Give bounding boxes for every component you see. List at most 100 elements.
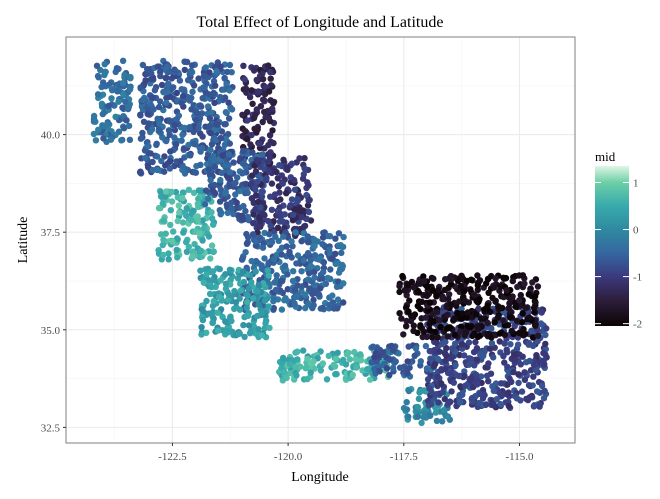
data-point (265, 158, 272, 166)
data-point (250, 295, 257, 302)
data-point (210, 89, 217, 97)
data-point (414, 302, 421, 310)
data-point (405, 308, 412, 315)
data-point (444, 333, 452, 340)
data-point (504, 363, 511, 371)
data-point (166, 158, 174, 165)
data-point (439, 389, 447, 396)
data-point (236, 187, 244, 195)
data-point (227, 313, 234, 320)
data-point (532, 322, 539, 329)
data-point (254, 288, 261, 295)
data-point (245, 285, 253, 292)
data-point (410, 322, 417, 329)
data-point (471, 362, 478, 369)
data-point (307, 217, 315, 224)
data-point (240, 147, 247, 154)
data-point (208, 283, 215, 291)
data-point (488, 325, 495, 333)
data-point (153, 140, 160, 147)
data-point (429, 287, 436, 294)
data-point (484, 330, 491, 337)
data-point (126, 136, 134, 143)
data-point (176, 77, 184, 84)
data-point (448, 301, 455, 308)
data-point (304, 249, 312, 257)
data-point (349, 371, 356, 378)
data-point (383, 365, 391, 372)
data-point (267, 68, 274, 76)
data-point (311, 252, 319, 259)
data-point (126, 86, 134, 93)
data-point (266, 324, 273, 332)
data-point (198, 110, 206, 117)
data-point (298, 268, 305, 275)
data-point (476, 390, 484, 398)
data-point (530, 373, 537, 380)
data-point (441, 286, 449, 294)
data-point (470, 348, 478, 356)
data-point (199, 217, 206, 224)
data-point (250, 211, 257, 218)
data-point (160, 89, 167, 96)
data-point (210, 297, 217, 305)
data-point (389, 364, 397, 372)
data-point (305, 197, 312, 204)
data-point (206, 115, 214, 122)
data-point (217, 176, 224, 184)
data-point (335, 269, 343, 276)
data-point (335, 260, 342, 267)
data-point (272, 233, 279, 240)
data-point (506, 314, 514, 321)
data-point (240, 278, 248, 286)
data-point (203, 297, 210, 305)
data-point (401, 287, 409, 294)
data-point (538, 309, 545, 316)
data-point (431, 360, 439, 368)
data-point (246, 93, 254, 101)
data-point (259, 70, 266, 77)
data-point (202, 64, 209, 71)
data-point (115, 128, 123, 135)
data-point (446, 398, 454, 405)
data-point (265, 62, 272, 69)
data-point (271, 228, 278, 236)
data-point (139, 61, 147, 69)
data-point (485, 378, 492, 385)
data-point (240, 62, 247, 69)
data-point (357, 357, 365, 364)
data-point (172, 68, 180, 75)
data-point (291, 300, 298, 307)
data-point (273, 272, 280, 279)
data-point (527, 367, 535, 374)
data-point (450, 379, 457, 386)
data-point (266, 132, 274, 139)
data-point (300, 257, 307, 264)
data-point (191, 169, 198, 176)
data-point (181, 170, 189, 177)
data-point (226, 87, 233, 94)
data-point (244, 298, 251, 306)
data-point (514, 283, 521, 291)
data-point (304, 179, 311, 186)
data-point (456, 399, 464, 406)
data-point (340, 299, 347, 306)
data-point (418, 419, 425, 427)
data-point (396, 310, 403, 317)
data-point (248, 180, 255, 187)
data-point (268, 180, 276, 187)
data-point (206, 122, 213, 130)
data-point (224, 328, 231, 335)
data-point (266, 231, 273, 238)
data-point (218, 169, 225, 176)
data-point (292, 229, 299, 236)
data-point (168, 198, 176, 205)
data-point (261, 108, 268, 116)
data-point (461, 352, 468, 359)
data-point (509, 277, 516, 285)
data-point (536, 402, 543, 409)
data-point (239, 169, 246, 177)
data-point (255, 88, 262, 95)
data-point (325, 352, 332, 360)
data-point (386, 356, 394, 363)
